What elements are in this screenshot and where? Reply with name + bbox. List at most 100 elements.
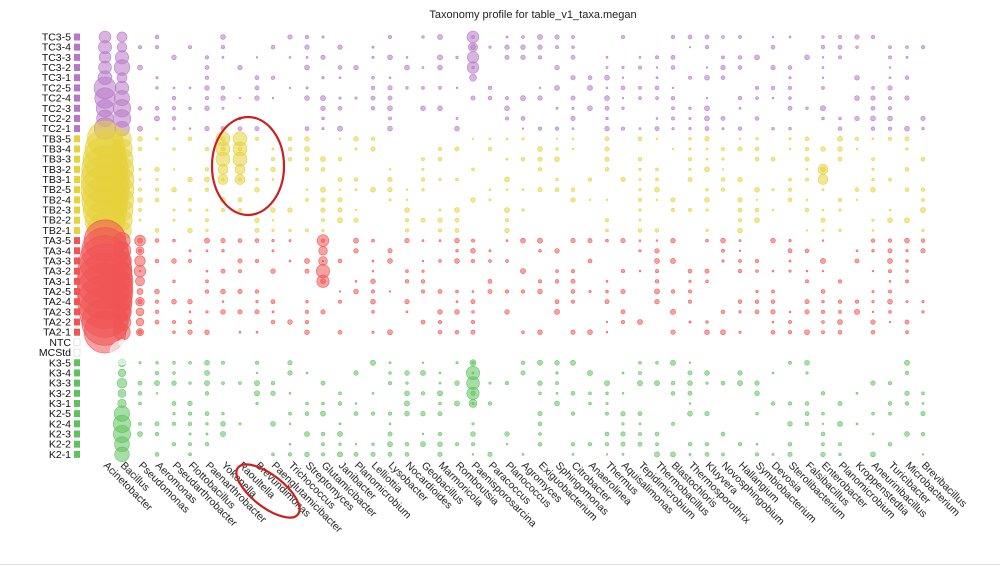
bubble <box>754 54 760 61</box>
bubble <box>570 95 576 101</box>
bubble <box>888 66 892 69</box>
bubble <box>805 371 809 375</box>
bubble <box>604 125 610 132</box>
bubble <box>254 85 260 91</box>
bubble <box>738 106 742 110</box>
bubble <box>466 61 480 74</box>
bubble <box>804 207 810 213</box>
bubble <box>171 380 177 386</box>
group-swatch <box>74 176 80 184</box>
bubble <box>437 451 443 457</box>
bubble <box>671 86 675 90</box>
bubble <box>487 146 493 152</box>
bubble <box>370 278 376 284</box>
bubble <box>137 146 143 152</box>
bubble <box>270 268 276 274</box>
bubble <box>555 147 559 151</box>
bubble <box>354 402 358 405</box>
bubble <box>404 299 410 305</box>
bubble <box>555 391 559 395</box>
bubble <box>804 411 810 416</box>
bubble <box>537 237 543 244</box>
bubble <box>570 289 576 294</box>
bubble <box>688 320 692 324</box>
bubble <box>870 115 876 122</box>
bubble <box>320 431 326 437</box>
bubble <box>172 218 176 222</box>
bubble <box>754 186 760 193</box>
bubble <box>137 64 143 71</box>
bubble <box>172 371 176 375</box>
bubble <box>205 269 209 273</box>
bubble <box>438 86 442 90</box>
bubble <box>321 442 325 447</box>
bubble <box>238 269 242 274</box>
bubble <box>705 228 709 233</box>
bubble <box>705 66 709 69</box>
bubble <box>771 188 775 192</box>
bubble <box>204 187 210 192</box>
bubble <box>220 238 226 244</box>
bubble <box>505 188 509 191</box>
bubble <box>604 380 610 386</box>
bubble <box>172 127 176 131</box>
sample-label: TB3-3 <box>42 154 71 166</box>
bubble <box>288 259 292 263</box>
bubble <box>738 137 742 141</box>
bubble <box>620 411 626 417</box>
bubble <box>387 452 393 457</box>
bubble <box>320 105 326 111</box>
bubble <box>855 198 859 202</box>
bubble <box>155 137 159 141</box>
bubble <box>204 289 210 294</box>
bubble <box>421 66 425 69</box>
sample-label: TB3-4 <box>42 143 71 155</box>
bubble <box>820 309 826 314</box>
bubble <box>704 115 710 122</box>
bubble <box>354 96 358 100</box>
bubble <box>921 198 925 202</box>
bubble <box>821 208 825 212</box>
group-swatch <box>73 338 81 347</box>
bubble <box>254 126 260 132</box>
sample-label: TB3-5 <box>42 133 71 145</box>
bubble <box>405 310 409 314</box>
bubble <box>421 86 425 90</box>
bubble <box>188 45 192 50</box>
bubble <box>570 329 576 335</box>
sample-label: K3-4 <box>49 367 71 379</box>
bubble <box>316 274 330 288</box>
bubble <box>304 146 310 152</box>
bubble <box>754 207 760 213</box>
sample-label: TA2-2 <box>43 317 71 329</box>
group-swatch <box>74 420 80 428</box>
bubble <box>137 380 143 386</box>
bubble <box>220 431 226 437</box>
bubble <box>154 34 160 40</box>
bubble <box>370 136 376 141</box>
bubble <box>637 228 643 233</box>
bubble <box>387 177 393 183</box>
bubble <box>888 411 892 416</box>
bubble <box>904 95 910 101</box>
bubble <box>537 411 543 417</box>
bubble <box>420 441 426 448</box>
bubble <box>420 105 426 111</box>
bubble <box>905 55 909 59</box>
bubble <box>172 412 176 416</box>
bubble <box>788 35 792 39</box>
bubble <box>404 238 410 244</box>
bubble <box>254 217 260 223</box>
bubble <box>354 280 358 283</box>
bubble <box>688 46 692 49</box>
bubble <box>738 218 742 223</box>
bubble <box>638 208 642 212</box>
bubble <box>370 95 376 101</box>
bubble <box>537 359 543 366</box>
bubble <box>870 380 876 386</box>
bubble <box>454 146 460 152</box>
bubble <box>354 147 358 151</box>
bubble <box>804 146 810 151</box>
bubble <box>754 146 760 152</box>
bubble <box>221 106 225 110</box>
